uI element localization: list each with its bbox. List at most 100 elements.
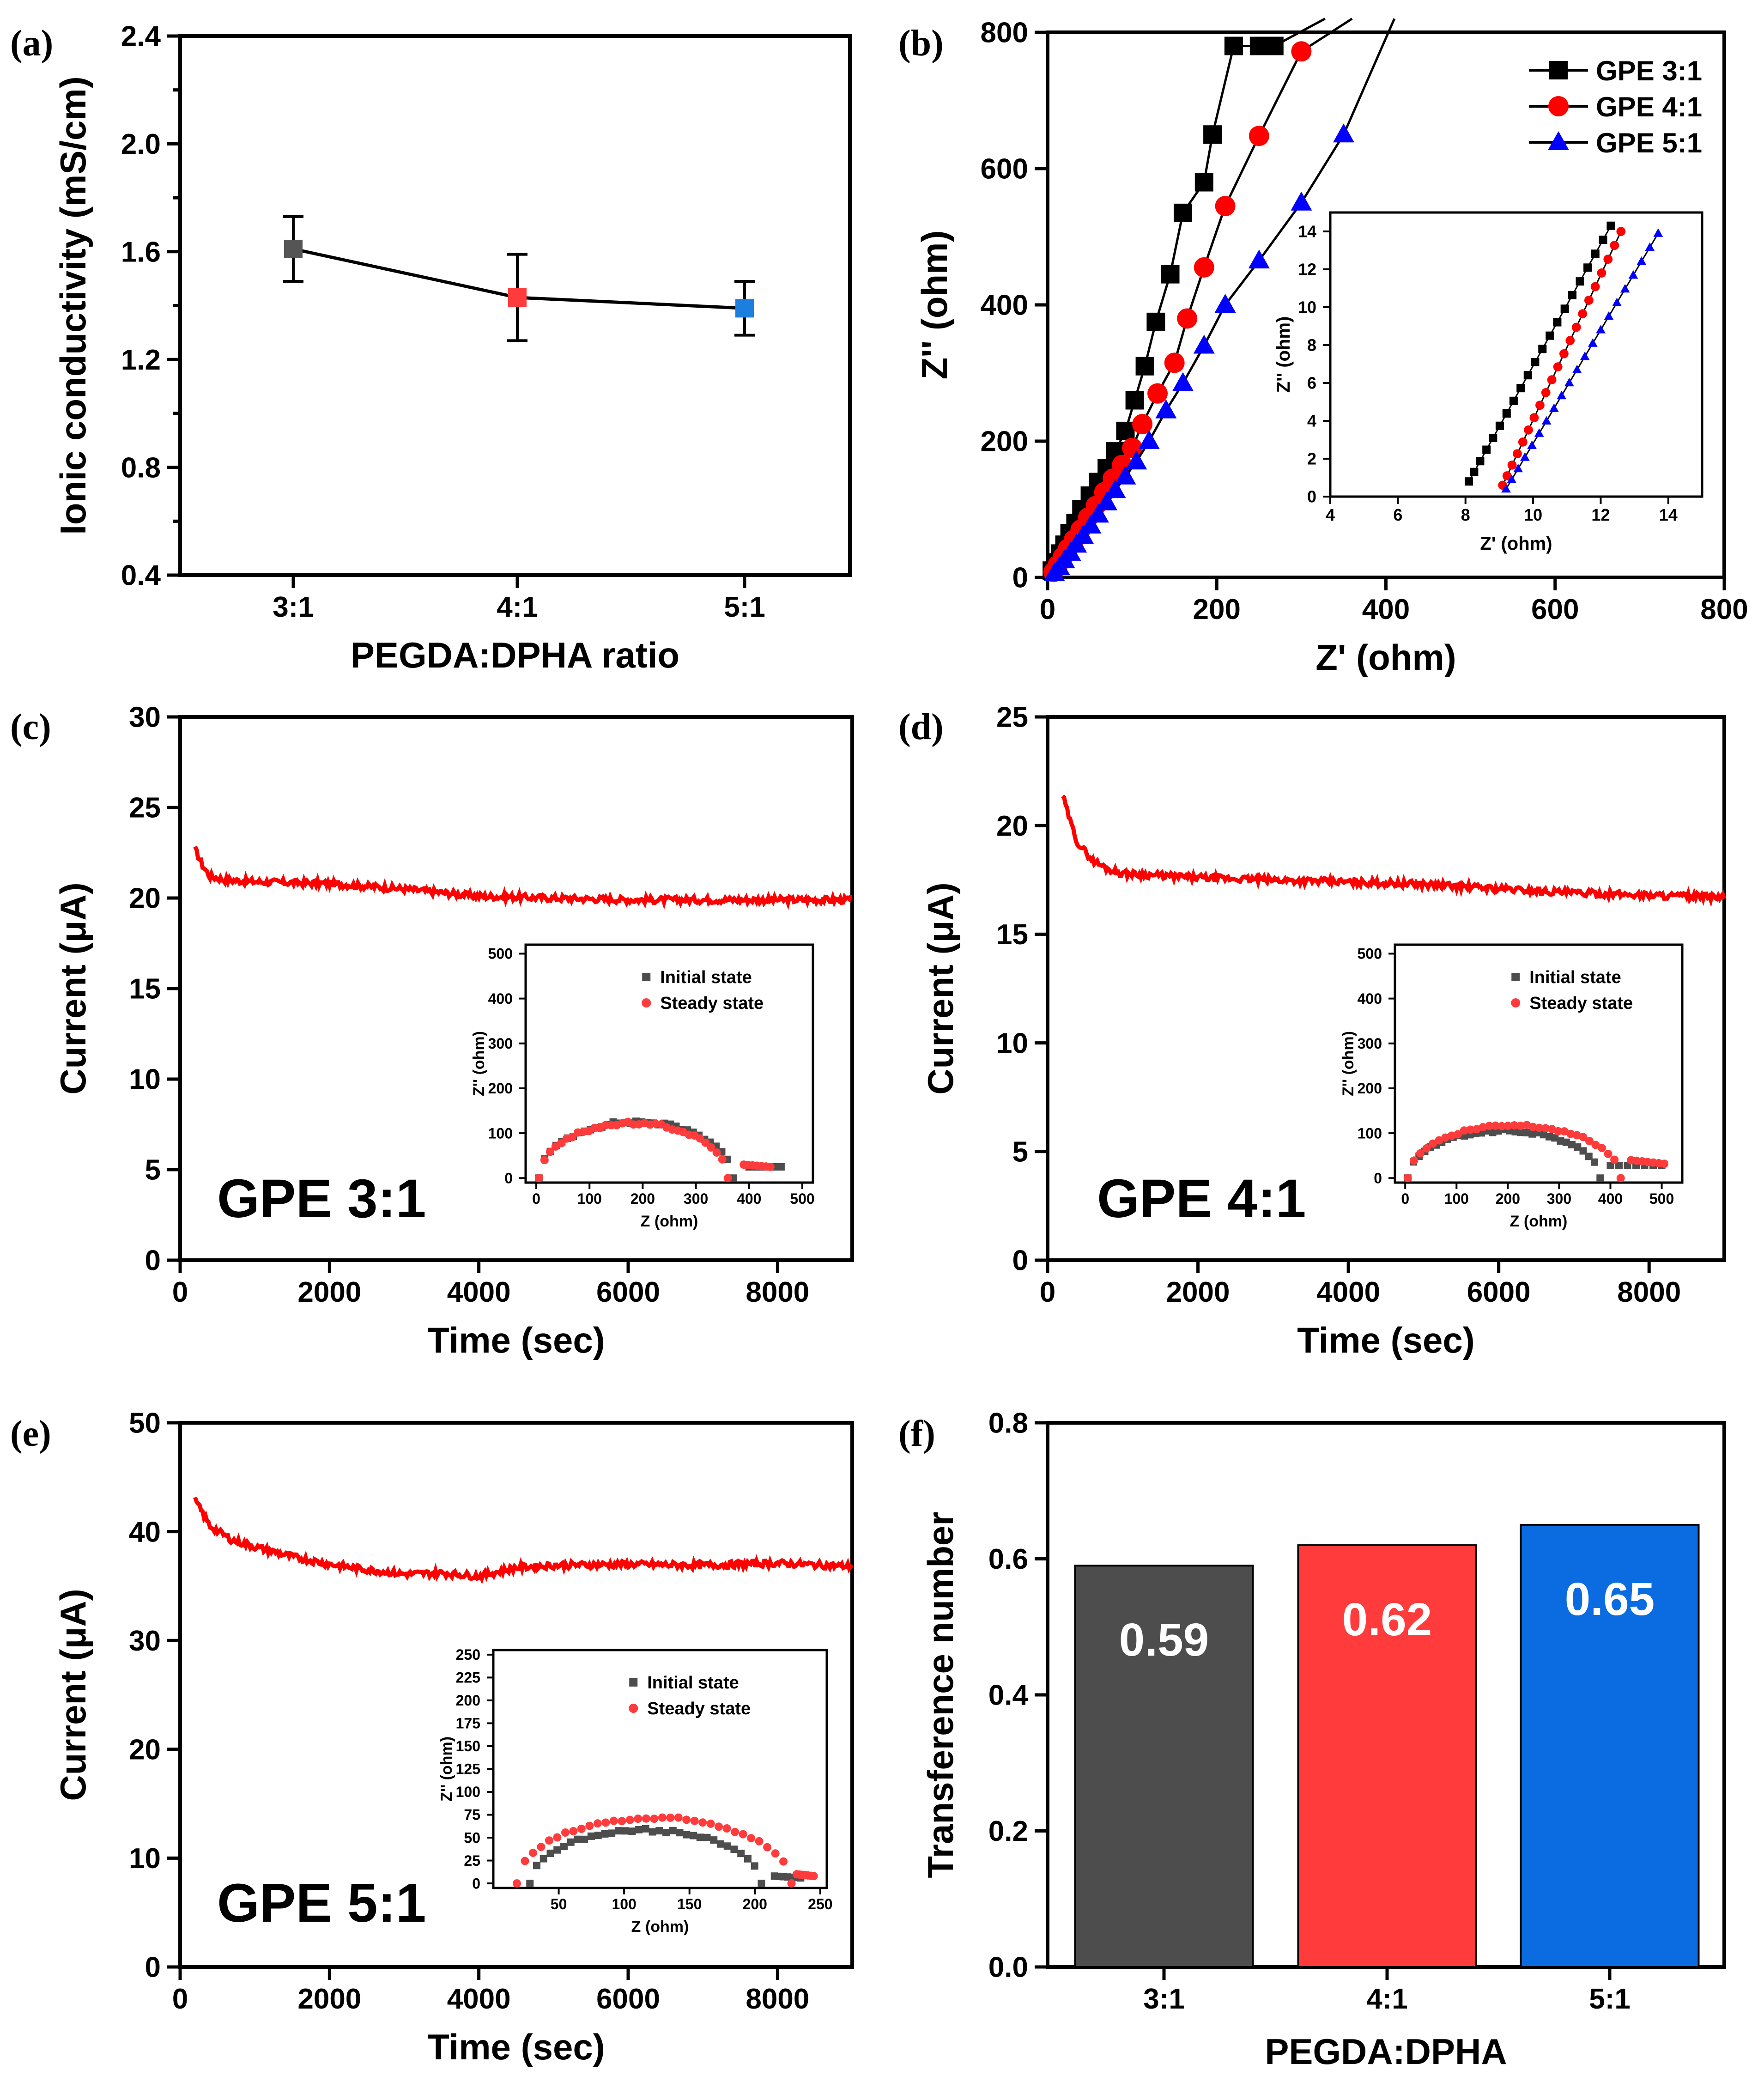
inset-data-point — [1565, 336, 1575, 346]
inset-data-point — [1553, 318, 1562, 327]
y-axis-label: Current (μA) — [53, 882, 93, 1094]
inset-data-point — [1502, 471, 1512, 480]
data-point — [1087, 504, 1109, 523]
inset-data-point — [1599, 236, 1607, 244]
y-tick-label: 0.4 — [121, 560, 161, 592]
legend-label: Steady state — [647, 1699, 751, 1718]
x-tick-label: 10 — [1524, 505, 1542, 524]
inset-data-point — [560, 1843, 568, 1851]
inset-data-point — [758, 1880, 765, 1888]
x-tick-label: 3:1 — [273, 591, 314, 623]
inset-data-point — [512, 1879, 521, 1888]
x-tick-label: 6000 — [596, 1276, 660, 1308]
inset-data-point — [1568, 291, 1577, 299]
inset-data-point — [682, 1815, 691, 1824]
inset-data-point — [540, 1156, 549, 1165]
inset-data-point — [1585, 1136, 1594, 1145]
inset-data-point — [1528, 1130, 1536, 1138]
y-tick-label: 200 — [981, 426, 1028, 458]
inset-data-point — [553, 1833, 562, 1842]
inset-data-point — [1562, 1138, 1570, 1146]
inset-d: 0 100 200 300 400 500 0 100 200 300 400 500 Initial … — [1340, 943, 1684, 1230]
inset-data-point — [715, 1822, 723, 1831]
inset-data-point — [1591, 1158, 1599, 1166]
inset-data-point — [1585, 1153, 1593, 1160]
inset-data-point — [706, 1819, 715, 1828]
inset-data-point — [1616, 1174, 1625, 1183]
plot-frame — [1394, 943, 1684, 1184]
y-tick-label: 0 — [1374, 1170, 1382, 1186]
x-tick-label: 200 — [1496, 1190, 1520, 1207]
data-point — [1333, 123, 1354, 143]
y-tick-label: 0 — [1012, 562, 1028, 594]
inset-data-point — [731, 1827, 740, 1836]
current-trace — [193, 1496, 854, 1584]
inset-data-point — [1482, 445, 1491, 454]
inset-data-point — [1588, 338, 1598, 347]
inset-data-point — [1557, 390, 1567, 400]
inset-data-point — [1410, 1156, 1418, 1165]
inset-data-point — [1598, 1144, 1606, 1153]
x-tick-label: 0 — [1040, 1276, 1055, 1308]
legend-marker — [1548, 96, 1569, 116]
legend-marker — [1548, 131, 1569, 150]
x-axis-label: Time (sec) — [427, 1320, 605, 1360]
inset-data-point — [1628, 270, 1638, 279]
inset-data-point — [1472, 1125, 1481, 1134]
inset-data-point — [618, 1817, 626, 1826]
y-tick-label: 400 — [1358, 990, 1382, 1007]
data-point — [1248, 249, 1270, 269]
y-tick-label: 1.6 — [121, 237, 161, 268]
x-tick-label: 6000 — [1467, 1276, 1531, 1308]
inset-data-point — [701, 1138, 710, 1147]
inset-data-point — [569, 1827, 578, 1836]
x-tick-label: 0 — [172, 1276, 188, 1308]
x-axis-label: PEGDA:DPHA ratio — [351, 635, 679, 675]
x-tick-label: 500 — [1649, 1190, 1674, 1207]
data-point — [1155, 399, 1177, 419]
y-tick-label: 600 — [981, 153, 1028, 185]
y-tick-label: 300 — [488, 1035, 513, 1052]
inset-data-point — [1568, 1141, 1576, 1149]
inset-data-point — [1520, 452, 1530, 461]
inset-data-point — [621, 1827, 629, 1835]
inset-data-point — [1447, 1131, 1456, 1140]
data-point — [1072, 525, 1094, 544]
y-tick-label: 0.4 — [988, 1680, 1029, 1712]
inset-data-point — [1503, 1122, 1512, 1130]
x-tick-label: 4:1 — [1366, 1983, 1408, 2015]
y-tick-label: 6 — [1307, 374, 1316, 393]
bar — [1520, 1523, 1700, 1968]
x-axis-label: Time (sec) — [427, 2027, 605, 2067]
inset-data-point — [1495, 421, 1504, 430]
y-tick-label: 0 — [472, 1875, 480, 1892]
y-tick-label: 30 — [129, 1625, 161, 1657]
y-tick-label: 10 — [996, 1027, 1028, 1059]
y-tick-label: 200 — [488, 1080, 513, 1097]
inset-data-point — [1591, 1141, 1600, 1149]
legend-label: GPE 3:1 — [1596, 55, 1702, 86]
x-tick-label: 8000 — [746, 1276, 809, 1308]
inset-data-point — [655, 1827, 663, 1835]
data-point — [1174, 203, 1192, 222]
inset-data-point — [1513, 463, 1523, 473]
inset-data-point — [1612, 297, 1622, 306]
inset-data-point — [1572, 364, 1582, 374]
data-point — [1138, 430, 1160, 449]
inset-data-point — [1579, 1147, 1587, 1155]
inset-data-point — [1441, 1133, 1450, 1142]
y-tick-label: 5 — [1012, 1136, 1028, 1168]
inset-data-point — [674, 1813, 683, 1822]
inset-data-point — [533, 1862, 541, 1869]
current-trace — [193, 845, 853, 910]
data-point — [1132, 414, 1153, 435]
inset-data-point — [751, 1862, 758, 1870]
inset-data-point — [1557, 1137, 1564, 1145]
inset-data-point — [747, 1834, 756, 1843]
plot-frame — [1046, 715, 1726, 1262]
inset-data-point — [658, 1813, 667, 1822]
inset-data-point — [567, 1838, 575, 1846]
inset-data-point — [669, 1827, 677, 1834]
legend-label: GPE 5:1 — [1596, 127, 1702, 158]
inset-data-point — [521, 1857, 529, 1865]
